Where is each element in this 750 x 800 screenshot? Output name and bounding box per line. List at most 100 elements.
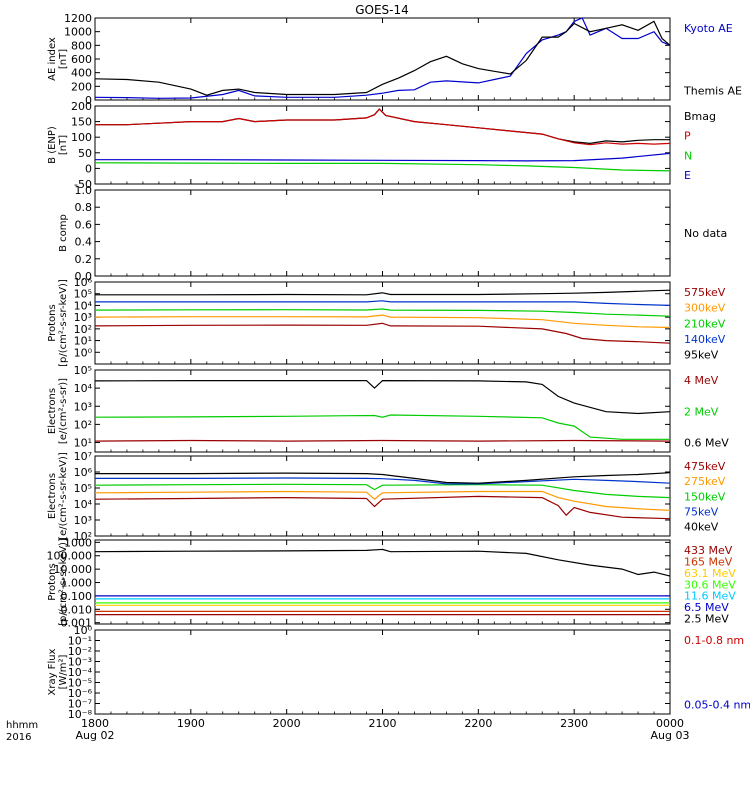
y-tick-label: 0.8 (75, 201, 93, 214)
y-tick-label: 10⁶ (74, 466, 93, 479)
y-tick-label: 10⁶ (74, 276, 93, 289)
panel-electrons-mev: 10¹ 10² 10³ 10⁴ 10⁵ Electrons [e/(cm²-s-sr)] 4 … (47, 364, 729, 453)
y-tick-label: 1.0 (75, 184, 93, 197)
y-tick-label: 10³ (74, 311, 92, 324)
y-axis-title: [nT] (58, 49, 69, 69)
y-tick-label: 10⁴ (74, 382, 93, 395)
time-axis-label-hhmm: hhmm (6, 720, 38, 731)
y-axis-title: B comp (58, 214, 69, 252)
series-line-4-mev (94, 439, 671, 442)
series-line-p (95, 108, 671, 146)
y-tick-label: 10¹ (74, 335, 92, 348)
y-axis-title: AE index (47, 37, 58, 81)
legend-label: 6.5 MeV (684, 601, 729, 614)
y-tick-label: 10⁻² (68, 645, 92, 658)
y-tick-label: 10³ (74, 514, 92, 527)
panel-electrons-kev: 10² 10³ 10⁴ 10⁵ 10⁶ 10⁷ Electrons [e/(cm²-s-sr-… (47, 450, 726, 543)
panel-frame (94, 369, 671, 453)
series-line-95kev (95, 289, 671, 296)
panel-frame (94, 17, 671, 101)
legend-label: Kyoto AE (684, 22, 733, 35)
series-line-210kev (94, 308, 671, 317)
panel-frame (94, 455, 671, 537)
legend-label: 300keV (684, 302, 726, 315)
series-line-150kev (94, 483, 671, 499)
y-axis-title: [nT] (58, 135, 69, 155)
series-line-2-mev (94, 414, 670, 440)
legend-label: 165 MeV (684, 555, 733, 568)
legend-label: 11.6 MeV (684, 590, 736, 603)
y-axis-title: Electrons (47, 473, 58, 519)
time-tick-label: 2200 (464, 717, 492, 730)
legend-label: 433 MeV (684, 544, 733, 557)
legend-label: 40keV (684, 521, 719, 534)
panel-bcomp: 0.0 0.2 0.4 0.6 0.8 1.0 B comp No data (58, 184, 727, 283)
series-line-275kev (94, 490, 671, 511)
y-tick-label: 10⁻⁴ (68, 666, 93, 679)
legend-label: 140keV (684, 333, 726, 346)
y-tick-label: 10² (74, 323, 92, 336)
y-tick-label: 10⁻⁸ (68, 708, 93, 721)
y-tick-label: 200 (71, 100, 92, 113)
panel-bfield: -50 0 50 100 150 200 B (ENP) [nT] Bmag PNE (47, 100, 716, 191)
time-tick-label: 2300 (560, 717, 588, 730)
legend-label: 4 MeV (684, 374, 719, 387)
y-axis-title: Xray Flux (47, 648, 58, 695)
legend-label: N (684, 149, 692, 162)
time-tick-label: 0000 (656, 717, 684, 730)
legend-label: No data (684, 227, 727, 240)
y-tick-label: 0.4 (75, 236, 93, 249)
y-tick-label: 1.000 (61, 577, 93, 590)
legend-label: 95keV (684, 349, 719, 362)
legend-label: 275keV (684, 475, 726, 488)
y-tick-label: 0.100 (61, 590, 93, 603)
y-tick-label: 800 (71, 39, 92, 52)
y-axis-title: [p/(cm²-s-sr-keV)] (58, 279, 69, 367)
series-line-75kev (95, 477, 671, 485)
legend-label: 63.1 MeV (684, 567, 736, 580)
y-tick-label: 10⁷ (74, 450, 92, 463)
y-axis-title: [e/(cm²-s-sr-keV)] (58, 452, 69, 540)
y-tick-label: 10⁻⁶ (68, 687, 93, 700)
series-line-n (94, 162, 671, 172)
series-line-140kev (95, 300, 671, 306)
legend-label: 2.5 MeV (684, 613, 729, 626)
time-tick-label: 2000 (273, 717, 301, 730)
y-tick-label: 10⁻³ (68, 656, 92, 669)
y-tick-label: 400 (71, 67, 92, 80)
y-tick-label: 0 (85, 94, 92, 107)
y-tick-label: 100.000 (47, 550, 93, 563)
y-tick-label: 10¹ (74, 437, 92, 450)
panel-frame (94, 189, 671, 277)
y-tick-label: 10⁵ (74, 482, 92, 495)
y-axis-title: [e/(cm²-s-sr)] (58, 378, 69, 444)
series-line-575kev (94, 322, 671, 344)
y-tick-label: 10² (74, 530, 92, 543)
legend-label: 475keV (684, 460, 726, 473)
series-line-40kev (95, 472, 671, 484)
legend-label: 150keV (684, 490, 726, 503)
legend-label: 0.1-0.8 nm (684, 634, 744, 647)
y-tick-label: 10⁴ (74, 498, 93, 511)
time-tick-date: Aug 02 (76, 729, 115, 742)
y-tick-label: 50 (78, 147, 92, 160)
y-tick-label: 10⁵ (74, 288, 92, 301)
legend-label: P (684, 130, 691, 143)
y-tick-label: -50 (74, 178, 92, 191)
y-tick-label: 0.001 (61, 617, 93, 630)
y-tick-label: 100 (71, 131, 92, 144)
y-tick-label: 150 (71, 116, 92, 129)
figure-title: GOES-14 (355, 3, 409, 17)
y-tick-label: 0.6 (75, 218, 93, 231)
y-axis-title: Protons (47, 563, 58, 600)
legend-label: Bmag (684, 110, 716, 123)
y-tick-label: 1200 (64, 12, 92, 25)
series-line-kyoto-ae (94, 17, 671, 99)
y-tick-label: 1000 (64, 536, 92, 549)
series-line-300kev (94, 314, 671, 329)
